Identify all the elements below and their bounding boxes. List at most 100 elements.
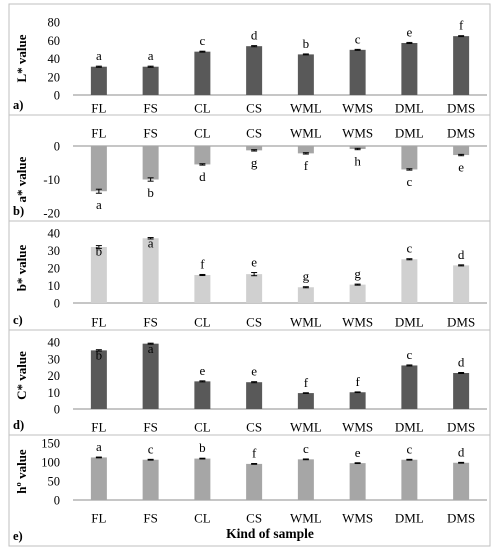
bar-DMS [453, 372, 470, 409]
category-label: WMS [342, 420, 373, 435]
significance-letter: c [406, 441, 412, 456]
panel-b: -20 -10 0 a FL b FS d CL g CS f WML h WMS c DML e DMS a* va… [8, 114, 491, 222]
bar-DMS [453, 462, 470, 500]
y-tick-label: -20 [43, 207, 60, 221]
category-label: FS [143, 101, 157, 116]
category-label: FL [91, 126, 106, 141]
y-tick-label: 60 [48, 34, 61, 48]
y-axis-title: hº value [14, 449, 29, 494]
significance-letter: g [354, 266, 361, 281]
bar-DMS [453, 146, 470, 156]
category-label: WML [290, 511, 322, 526]
significance-letter: c [199, 33, 205, 48]
panel-a: 0 20 40 60 80 a FL a FS c CL d CS b WML c WMS e DML f DMS L* … [8, 3, 491, 116]
significance-letter: f [252, 446, 257, 461]
bar-CS [246, 463, 263, 500]
category-label: CS [246, 101, 262, 116]
bar-CL [194, 51, 211, 95]
significance-letter: e [199, 363, 205, 378]
bar-WML [297, 393, 314, 409]
y-tick-label: 0 [54, 140, 60, 154]
category-label: CL [194, 420, 211, 435]
bar-FS [142, 459, 159, 500]
category-label: DML [395, 126, 424, 141]
category-label: FL [91, 101, 106, 116]
significance-letter: a [96, 197, 102, 212]
bar-WML [297, 287, 314, 303]
panel-label: e) [13, 529, 23, 543]
panel-label: c) [13, 313, 23, 327]
y-tick-label: 40 [48, 52, 61, 66]
category-label: DMS [447, 315, 475, 330]
bar-CS [246, 274, 263, 303]
category-label: CL [194, 511, 211, 526]
significance-letter: a [96, 48, 102, 63]
y-tick-label: 20 [48, 70, 61, 84]
category-label: CS [246, 511, 262, 526]
significance-letter: c [406, 347, 412, 362]
significance-letter: b [96, 348, 103, 363]
significance-letter: d [458, 247, 465, 262]
y-tick-label: 30 [48, 244, 61, 258]
category-label: WML [290, 101, 322, 116]
category-label: FS [143, 126, 157, 141]
bar-CS [246, 46, 263, 95]
bar-WML [297, 146, 314, 154]
bar-CL [194, 146, 211, 165]
significance-letter: b [199, 440, 206, 455]
bar-DML [401, 365, 418, 409]
y-tick-label: 30 [48, 352, 61, 366]
bar-FL [90, 247, 107, 303]
category-label: WMS [342, 511, 373, 526]
significance-letter: c [148, 441, 154, 456]
panels-group: 0 20 40 60 80 a FL a FS c CL d CS b WML c WMS e DML f DMS L* … [8, 3, 491, 547]
significance-letter: d [458, 444, 465, 459]
significance-letter: f [304, 158, 309, 173]
category-label: FL [91, 511, 106, 526]
bar-WMS [349, 284, 366, 303]
panel-e: 0 50 100 150 a FL c FS b CL f CS c WML e WMS c DML d DMS hº … [8, 434, 491, 547]
significance-letter: d [251, 28, 258, 43]
significance-letter: c [303, 441, 309, 456]
y-tick-label: 10 [48, 279, 61, 293]
category-label: CL [194, 126, 211, 141]
category-label: CS [246, 420, 262, 435]
significance-letter: e [458, 160, 464, 175]
category-label: DMS [447, 511, 475, 526]
significance-letter: h [354, 154, 361, 169]
bar-FL [90, 146, 107, 192]
y-tick-label: 20 [48, 262, 61, 276]
category-label: FL [91, 315, 106, 330]
category-label: CL [194, 315, 211, 330]
y-tick-label: 40 [48, 336, 61, 350]
panel-label: d) [13, 418, 24, 432]
bar-FS [142, 343, 159, 409]
bar-FS [142, 238, 159, 303]
category-label: DMS [447, 101, 475, 116]
significance-letter: e [406, 24, 412, 39]
category-label: WMS [342, 101, 373, 116]
category-label: WMS [342, 126, 373, 141]
bar-FS [142, 146, 159, 180]
significance-letter: c [406, 174, 412, 189]
bar-WMS [349, 392, 366, 409]
y-axis-title: b* value [14, 244, 29, 291]
bar-CS [246, 382, 263, 409]
panel-label: a) [13, 98, 23, 112]
significance-letter: c [406, 241, 412, 256]
bar-FL [90, 457, 107, 500]
y-tick-label: -10 [43, 173, 60, 187]
significance-letter: g [303, 269, 310, 284]
significance-letter: b [303, 36, 310, 51]
significance-letter: e [251, 255, 257, 270]
y-axis-title: a* value [14, 156, 29, 202]
bar-WML [297, 459, 314, 500]
significance-letter: a [148, 341, 154, 356]
category-label: WML [290, 420, 322, 435]
significance-letter: d [458, 354, 465, 369]
bar-DML [401, 42, 418, 95]
category-label: FS [143, 315, 157, 330]
y-tick-label: 0 [54, 89, 60, 103]
y-tick-label: 50 [48, 475, 61, 489]
